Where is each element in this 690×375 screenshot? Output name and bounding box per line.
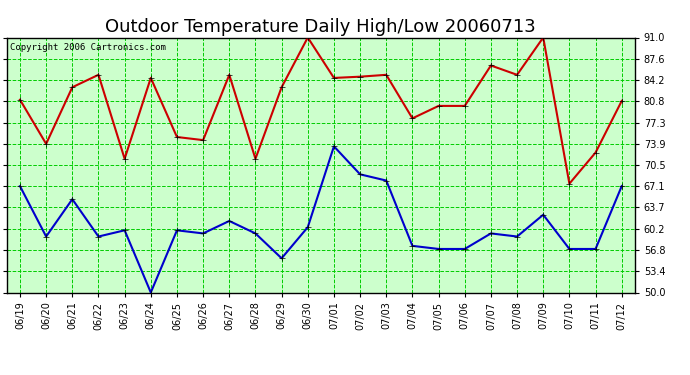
Title: Outdoor Temperature Daily High/Low 20060713: Outdoor Temperature Daily High/Low 20060…	[106, 18, 536, 36]
Text: Copyright 2006 Cartronics.com: Copyright 2006 Cartronics.com	[10, 43, 166, 52]
